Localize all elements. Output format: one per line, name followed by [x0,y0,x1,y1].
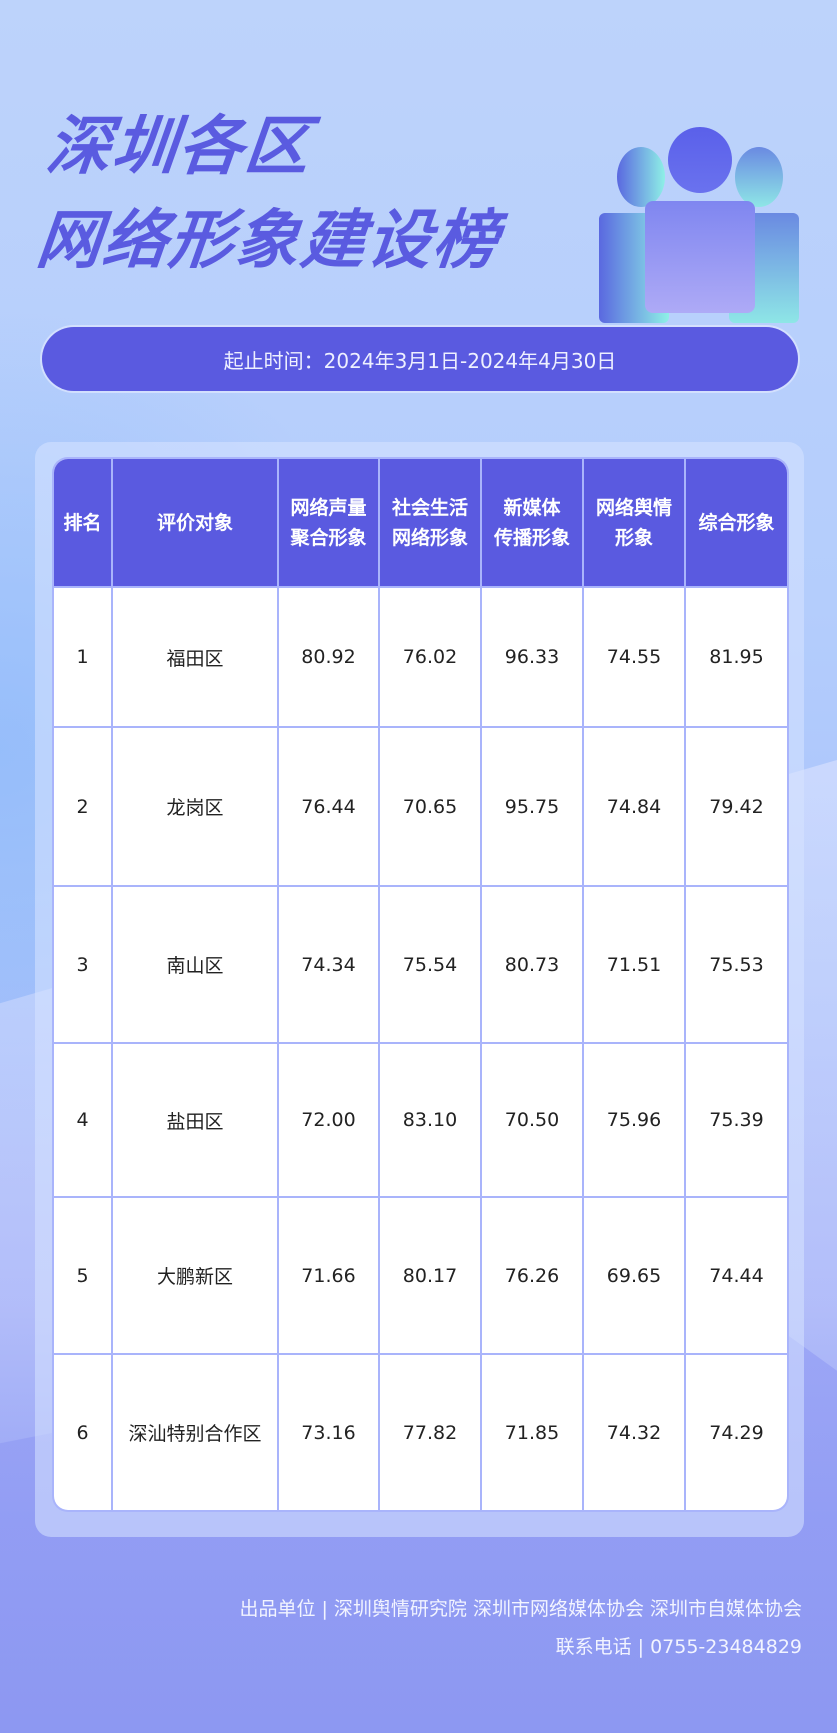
column-header-line: 社会生活 [391,496,468,519]
contact-text: 联系电话 | 0755-23484829 [555,1636,802,1658]
column-header-line: 新媒体 [503,496,561,519]
table-row: 4 盐田区 72.00 83.10 70.50 75.96 75.39 [54,1044,787,1198]
cell-social: 80.17 [380,1198,482,1355]
column-header-overall: 综合形象 [686,459,787,588]
cell-target: 南山区 [113,887,279,1044]
cell-overall: 75.39 [686,1044,787,1198]
column-header-line: 排名 [63,511,102,534]
cell-rank: 1 [54,588,113,728]
column-header-target: 评价对象 [113,459,279,588]
cell-newmedia: 70.50 [482,1044,584,1198]
column-header-line: 网络声量 [290,496,367,519]
cell-target: 大鹏新区 [113,1198,279,1355]
table-row: 3 南山区 74.34 75.54 80.73 71.51 75.53 [54,887,787,1044]
cell-rank: 2 [54,728,113,887]
column-header-opinion: 网络舆情 形象 [584,459,686,588]
cell-target: 龙岗区 [113,728,279,887]
column-header-line: 网络形象 [391,526,468,549]
cell-target: 福田区 [113,588,279,728]
cell-social: 83.10 [380,1044,482,1198]
column-header-social: 社会生活 网络形象 [380,459,482,588]
producers-text: 出品单位 | 深圳舆情研究院 深圳市网络媒体协会 深圳市自媒体协会 [239,1598,802,1620]
cell-newmedia: 95.75 [482,728,584,887]
cell-rank: 3 [54,887,113,1044]
table-row: 2 龙岗区 76.44 70.65 95.75 74.84 79.42 [54,728,787,887]
cell-newmedia: 80.73 [482,887,584,1044]
cell-opinion: 74.55 [584,588,686,728]
column-header-line: 聚合形象 [290,526,367,549]
column-header-line: 网络舆情 [595,496,672,519]
cell-target: 盐田区 [113,1044,279,1198]
cell-voice: 71.66 [279,1198,380,1355]
column-header-newmedia: 新媒体 传播形象 [482,459,584,588]
cell-opinion: 69.65 [584,1198,686,1355]
column-header-line: 形象 [614,526,653,549]
title-line-2: 网络形象建设榜 [33,204,503,278]
cell-newmedia: 76.26 [482,1198,584,1355]
table-row: 5 大鹏新区 71.66 80.17 76.26 69.65 74.44 [54,1198,787,1355]
cell-opinion: 74.84 [584,728,686,887]
column-header-voice: 网络声量 聚合形象 [279,459,380,588]
cell-opinion: 74.32 [584,1355,686,1510]
table-row: 6 深汕特别合作区 73.16 77.82 71.85 74.32 74.29 [54,1355,787,1510]
table-header-row: 排名 评价对象 网络声量 聚合形象 社会生活 网络形象 新媒体 传播形象 网络舆情 形象 综合形象 [54,459,787,588]
page-title: 深圳各区 网络形象建设榜 [32,100,514,288]
cell-newmedia: 96.33 [482,588,584,728]
ranking-table: 排名 评价对象 网络声量 聚合形象 社会生活 网络形象 新媒体 传播形象 网络舆情 形象 综合形象 … [54,459,787,1510]
cell-target: 深汕特别合作区 [113,1355,279,1510]
people-group-icon [599,127,799,323]
cell-rank: 4 [54,1044,113,1198]
cell-overall: 81.95 [686,588,787,728]
footer: 出品单位 | 深圳舆情研究院 深圳市网络媒体协会 深圳市自媒体协会 联系电话 |… [239,1590,802,1666]
cell-social: 70.65 [380,728,482,887]
cell-opinion: 71.51 [584,887,686,1044]
cell-social: 75.54 [380,887,482,1044]
cell-overall: 74.29 [709,1421,764,1444]
cell-rank: 5 [54,1198,113,1355]
cell-voice: 72.00 [279,1044,380,1198]
cell-opinion: 75.96 [584,1044,686,1198]
title-line-1: 深圳各区 [43,110,315,184]
cell-voice: 76.44 [279,728,380,887]
cell-newmedia: 71.85 [482,1355,584,1510]
column-header-line: 综合形象 [698,511,775,534]
column-header-line: 传播形象 [493,526,570,549]
cell-overall: 75.53 [686,887,787,1044]
cell-voice: 73.16 [279,1355,380,1510]
column-header-line: 评价对象 [156,511,233,534]
cell-social: 77.82 [380,1355,482,1510]
cell-voice: 74.34 [279,887,380,1044]
cell-voice: 80.92 [279,588,380,728]
column-header-rank: 排名 [54,459,113,588]
cell-rank: 6 [54,1355,113,1510]
table-row: 1 福田区 80.92 76.02 96.33 74.55 81.95 [54,588,787,728]
cell-overall: 74.44 [686,1198,787,1355]
cell-overall: 79.42 [686,728,787,887]
date-range-banner: 起止时间：2024年3月1日-2024年4月30日 [42,327,798,391]
cell-social: 76.02 [380,588,482,728]
